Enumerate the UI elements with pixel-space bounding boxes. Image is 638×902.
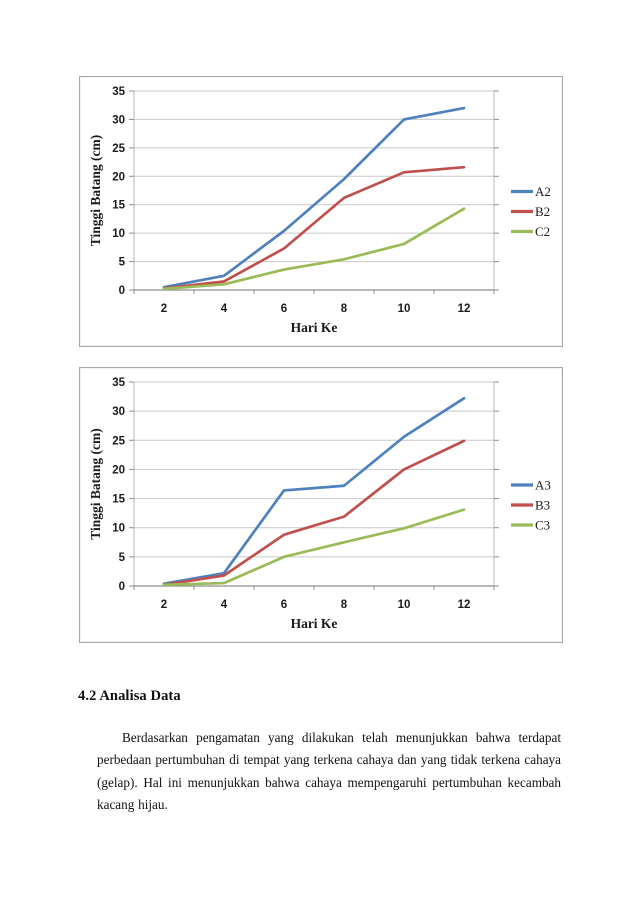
growth-chart-a3b3c3: 0 5 10 15 20 25 30 35 2 4 6 8 10 12 Hari Ke Tinggi Bata… xyxy=(88,377,551,631)
x-tick-label: 12 xyxy=(458,303,471,315)
legend-label-B3: B3 xyxy=(535,498,550,513)
series-line-C3 xyxy=(162,508,466,587)
legend-label-A3: A3 xyxy=(535,478,551,493)
chart-frame-growth-2: 0 5 10 15 20 25 30 35 2 4 6 8 10 12 Hari Ke Tinggi Bata… xyxy=(79,76,563,347)
x-tick-label: 4 xyxy=(221,303,228,315)
legend-label-C2: C2 xyxy=(535,224,550,239)
y-tick-label: 15 xyxy=(112,494,125,506)
y-tick-label: 10 xyxy=(112,228,125,240)
chart-frame-growth-3: 0 5 10 15 20 25 30 35 2 4 6 8 10 12 Hari Ke Tinggi Bata… xyxy=(79,367,563,643)
y-tick-label: 15 xyxy=(112,200,125,212)
x-tick-label: 10 xyxy=(398,599,411,611)
y-tick-label: 35 xyxy=(112,377,125,389)
legend-label-B2: B2 xyxy=(535,204,550,219)
y-tick-label: 30 xyxy=(112,114,125,126)
x-axis-title: Hari Ke xyxy=(291,320,338,335)
y-tick-label: 10 xyxy=(112,523,125,535)
x-tick-label: 10 xyxy=(398,303,411,315)
legend-label-A2: A2 xyxy=(535,184,551,199)
x-tick-label: 12 xyxy=(458,599,471,611)
y-tick-label: 20 xyxy=(112,464,125,476)
section-heading: 4.2 Analisa Data xyxy=(78,688,181,704)
growth-chart-a2b2c2: 0 5 10 15 20 25 30 35 2 4 6 8 10 12 Hari Ke Tinggi Bata… xyxy=(88,86,551,335)
x-tick-label: 2 xyxy=(161,303,167,315)
y-tick-label: 20 xyxy=(112,171,125,183)
x-axis-title: Hari Ke xyxy=(291,616,338,631)
analysis-paragraph: Berdasarkan pengamatan yang dilakukan te… xyxy=(97,727,561,816)
legend-label-C3: C3 xyxy=(535,518,550,533)
y-tick-label: 25 xyxy=(112,435,125,447)
series-line-A3 xyxy=(162,396,466,586)
paragraph-line: kacang hijau. xyxy=(97,796,168,812)
y-tick-label: 35 xyxy=(112,86,125,98)
y-axis-title: Tinggi Batang (cm) xyxy=(88,428,103,540)
y-tick-label: 0 xyxy=(119,285,125,297)
y-tick-label: 5 xyxy=(119,257,126,269)
paragraph-line: Berdasarkan pengamatan yang dilakukan te… xyxy=(122,730,561,745)
x-tick-label: 8 xyxy=(341,599,348,611)
series-line-A2 xyxy=(162,106,466,289)
series-line-C2 xyxy=(162,207,466,291)
y-axis-title: Tinggi Batang (cm) xyxy=(88,135,103,247)
paragraph-line: perbedaan pertumbuhan di tempat yang ter… xyxy=(97,752,561,768)
x-tick-label: 8 xyxy=(341,303,348,315)
x-tick-label: 6 xyxy=(281,303,287,315)
paragraph-line: (gelap). Hal ini menunjukkan bahwa cahay… xyxy=(97,774,561,790)
y-tick-label: 25 xyxy=(112,143,125,155)
y-tick-label: 0 xyxy=(119,581,125,593)
y-tick-label: 5 xyxy=(119,552,126,564)
x-tick-label: 6 xyxy=(281,599,287,611)
x-tick-label: 4 xyxy=(221,599,228,611)
series-line-B2 xyxy=(162,165,466,290)
y-tick-label: 30 xyxy=(112,406,125,418)
x-tick-label: 2 xyxy=(161,599,167,611)
series-line-B3 xyxy=(162,439,466,587)
